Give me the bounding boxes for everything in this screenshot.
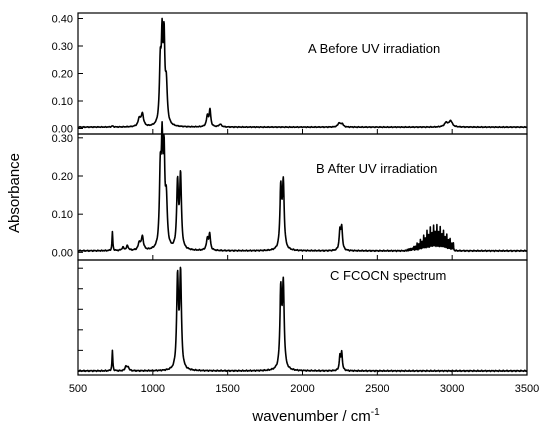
- panels: 0.00 0.10 0.20 0.30 0.40 A Before UV irradiat…: [52, 12, 528, 376]
- panel-label-1: A Before UV irradiation: [308, 41, 440, 56]
- panel-label-2: B After UV irradiation: [316, 161, 437, 176]
- x-tick-label-3: 2000: [290, 383, 314, 395]
- y-axis-title: Absorbance: [6, 153, 23, 233]
- y-tick-label-1-3: 0.30: [52, 41, 73, 53]
- spectrum-line-1: [77, 17, 528, 129]
- spectrum-line-3: [77, 266, 528, 373]
- x-axis: 500 1000 1500 2000 2500 3000 3500: [69, 383, 539, 395]
- y-tick-label-2-3: 0.30: [52, 133, 73, 145]
- x-tick-label-6: 3500: [515, 383, 539, 395]
- y-tick-label-2-1: 0.10: [52, 209, 73, 221]
- y-tick-label-1-4: 0.40: [52, 14, 73, 26]
- spectrum-line-2: [77, 121, 528, 253]
- y-tick-label-1-1: 0.10: [52, 96, 73, 108]
- panel-frame-2: [77, 133, 528, 261]
- panel-2: 0.00 0.10 0.20 0.30 B After UV irradiation: [52, 121, 528, 261]
- x-tick-label-1: 1000: [141, 383, 165, 395]
- x-tick-label-4: 2500: [365, 383, 389, 395]
- x-tick-label-2: 1500: [215, 383, 239, 395]
- panel-label-3: C FCOCN spectrum: [330, 268, 446, 283]
- panel-frame-3: [77, 259, 528, 376]
- x-axis-title-superscript: -1: [371, 407, 380, 418]
- panel-1: 0.00 0.10 0.20 0.30 0.40 A Before UV irradiat…: [52, 12, 528, 136]
- y-tick-label-1-2: 0.20: [52, 69, 73, 81]
- y-tick-label-2-2: 0.20: [52, 171, 73, 183]
- y-tick-label-1-0: 0.00: [52, 124, 73, 136]
- y-tick-label-2-0: 0.00: [52, 247, 73, 259]
- x-tick-label-0: 500: [69, 383, 87, 395]
- panel-3: C FCOCN spectrum: [77, 259, 528, 376]
- x-tick-label-5: 3000: [440, 383, 464, 395]
- panel-frame-1: [77, 12, 528, 135]
- x-axis-title: wavenumber / cm-1: [251, 407, 380, 425]
- x-axis-title-text: wavenumber / cm: [251, 408, 370, 425]
